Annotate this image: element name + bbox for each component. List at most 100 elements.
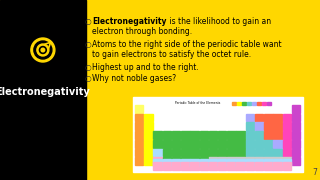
Bar	[172, 149, 180, 156]
Bar	[163, 159, 171, 166]
Bar	[154, 131, 162, 139]
Bar	[255, 114, 263, 122]
Bar	[273, 149, 282, 156]
Bar	[273, 114, 282, 122]
Text: is the likelihood to gain an: is the likelihood to gain an	[167, 17, 271, 26]
Bar	[232, 102, 236, 105]
Bar	[292, 149, 300, 156]
Bar	[255, 159, 263, 166]
Text: ○: ○	[85, 74, 92, 83]
Bar	[267, 102, 271, 105]
Text: Electronegativity: Electronegativity	[0, 87, 90, 97]
Bar	[200, 131, 208, 139]
Bar	[257, 102, 261, 105]
Circle shape	[41, 48, 45, 52]
Bar	[209, 159, 217, 166]
Bar	[292, 105, 300, 113]
Bar	[135, 131, 143, 139]
Bar	[172, 157, 180, 165]
Bar	[273, 157, 282, 165]
Bar	[172, 162, 180, 170]
Bar	[227, 149, 236, 156]
Bar	[264, 162, 273, 170]
Bar	[283, 149, 291, 156]
Bar	[283, 140, 291, 148]
Bar	[292, 131, 300, 139]
Bar	[246, 131, 254, 139]
Bar	[154, 159, 162, 166]
Bar	[264, 159, 273, 166]
Bar	[236, 149, 245, 156]
Bar	[246, 157, 254, 165]
Bar	[273, 159, 282, 166]
Bar	[273, 131, 282, 139]
Bar	[163, 162, 171, 170]
Bar	[255, 122, 263, 130]
Bar	[292, 157, 300, 165]
Bar	[172, 159, 180, 166]
Bar	[190, 157, 199, 165]
Bar	[200, 159, 208, 166]
Bar	[163, 149, 171, 156]
Bar	[227, 159, 236, 166]
Bar	[236, 131, 245, 139]
Bar	[181, 159, 189, 166]
Text: to gain electrons to satisfy the octet rule.: to gain electrons to satisfy the octet r…	[92, 50, 251, 59]
Bar	[190, 149, 199, 156]
Bar	[181, 162, 189, 170]
Text: Electronegativity: Electronegativity	[92, 17, 166, 26]
Bar	[227, 157, 236, 165]
Text: Atoms to the right side of the periodic table want: Atoms to the right side of the periodic …	[92, 40, 282, 49]
Bar	[144, 131, 153, 139]
Bar	[209, 157, 217, 165]
Bar	[172, 140, 180, 148]
Text: ○: ○	[85, 40, 92, 49]
Bar	[144, 114, 153, 122]
Bar	[236, 162, 245, 170]
Bar	[181, 140, 189, 148]
Bar	[135, 114, 143, 122]
Bar	[227, 131, 236, 139]
Bar	[181, 131, 189, 139]
Bar	[133, 97, 303, 172]
Bar	[264, 114, 273, 122]
Text: Why not noble gases?: Why not noble gases?	[92, 74, 176, 83]
Bar	[144, 157, 153, 165]
Bar	[200, 162, 208, 170]
Bar	[246, 140, 254, 148]
Bar	[0, 0, 86, 180]
Bar	[218, 159, 227, 166]
Bar	[209, 149, 217, 156]
Bar	[252, 102, 256, 105]
Bar	[135, 149, 143, 156]
Bar	[154, 162, 162, 170]
Circle shape	[37, 44, 49, 56]
Bar	[264, 131, 273, 139]
Bar	[190, 162, 199, 170]
Bar	[135, 140, 143, 148]
Bar	[246, 114, 254, 122]
Bar	[181, 149, 189, 156]
Bar	[283, 157, 291, 165]
Text: ○: ○	[85, 63, 92, 72]
Bar	[144, 122, 153, 130]
Circle shape	[34, 41, 52, 59]
Bar	[273, 162, 282, 170]
Bar	[283, 131, 291, 139]
Bar	[163, 157, 171, 165]
Bar	[246, 149, 254, 156]
Bar	[264, 149, 273, 156]
Bar	[135, 157, 143, 165]
Bar	[292, 114, 300, 122]
Bar	[163, 131, 171, 139]
Bar	[262, 102, 266, 105]
Bar	[218, 157, 227, 165]
Text: 7: 7	[312, 168, 317, 177]
Bar	[190, 131, 199, 139]
Bar	[181, 157, 189, 165]
Bar	[283, 159, 291, 166]
Circle shape	[39, 46, 46, 53]
Bar	[283, 114, 291, 122]
Bar	[209, 131, 217, 139]
Bar	[218, 162, 227, 170]
